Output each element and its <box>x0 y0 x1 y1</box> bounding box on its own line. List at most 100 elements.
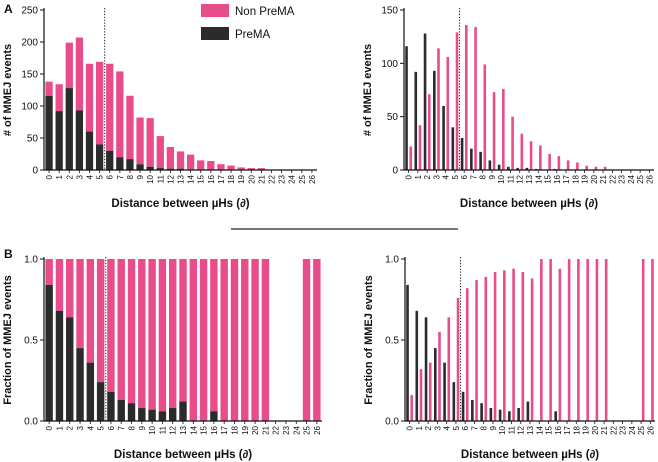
y-axis-title: Fraction of MMEJ events <box>363 275 375 405</box>
bar-prema <box>158 411 167 421</box>
bar-non-prema <box>455 32 459 171</box>
bar-prema <box>423 33 427 170</box>
x-tick-label: 25 <box>298 174 307 183</box>
bar-prema <box>65 88 73 170</box>
x-tick-label: 7 <box>469 174 478 179</box>
chart-B-right: 0.00.51.00 1 2 3 4 5 6 7 8 9 10 11 12 13 14 15 16 17 18 19 2… <box>363 255 655 462</box>
bar-non-prema <box>594 166 598 170</box>
bar-prema <box>414 71 418 170</box>
x-tick-label: 2 <box>423 174 432 179</box>
bar-non-prema <box>55 84 63 112</box>
bar-non-prema <box>227 165 235 170</box>
bar-non-prema <box>603 166 607 170</box>
bar-non-prema <box>437 48 440 170</box>
x-tick-label: 20 <box>251 425 260 434</box>
x-tick-label: 2 <box>65 174 74 179</box>
bar-prema <box>138 408 146 421</box>
y-tick-label: 150 <box>381 6 398 17</box>
x-tick-label: 7 <box>470 425 479 430</box>
x-tick-label: 1 <box>414 174 423 179</box>
x-tick-label: 23 <box>618 174 627 183</box>
x-tick-label: 23 <box>282 425 291 434</box>
bar-non-prema <box>247 168 255 170</box>
x-tick-label: 6 <box>460 174 469 179</box>
x-tick-label: 26 <box>313 425 322 434</box>
x-axis-title: Distance between µHs (∂) <box>461 449 599 461</box>
legend-swatch-prema <box>201 27 229 40</box>
bar-prema <box>406 284 409 421</box>
x-tick-label: 10 <box>146 174 155 183</box>
bar-prema <box>86 362 95 421</box>
bar-prema <box>498 409 502 421</box>
bar-non-prema <box>410 395 414 421</box>
bar-non-prema <box>503 270 506 421</box>
bar-non-prema <box>199 259 208 421</box>
bar-non-prema <box>475 280 478 421</box>
bar-non-prema <box>207 161 215 170</box>
x-tick-label: 3 <box>432 174 441 179</box>
x-tick-label: 19 <box>581 174 590 183</box>
x-tick-label: 14 <box>189 425 198 434</box>
bar-non-prema <box>217 164 225 170</box>
bar-non-prema <box>438 331 441 421</box>
bar-non-prema <box>158 259 167 412</box>
bar-non-prema <box>511 116 514 170</box>
bar-prema <box>117 399 125 421</box>
bar-prema <box>55 310 64 421</box>
x-tick-label: 18 <box>571 174 580 183</box>
x-tick-label: 26 <box>645 174 654 183</box>
y-tick-label: 0.0 <box>24 417 38 428</box>
bar-non-prema <box>576 162 579 170</box>
bar-non-prema <box>539 145 542 170</box>
x-tick-label: 9 <box>489 425 498 430</box>
x-tick-label: 6 <box>107 425 116 430</box>
bar-prema <box>45 284 53 421</box>
bar-non-prema <box>197 160 205 170</box>
x-axis-title: Distance between µHs (∂) <box>111 198 249 210</box>
x-tick-label: 11 <box>156 174 165 183</box>
x-axis-title: Distance between µHs (∂) <box>114 449 252 461</box>
x-tick-label: 17 <box>217 174 226 183</box>
bar-non-prema <box>302 259 311 421</box>
bar-prema <box>55 111 63 170</box>
x-tick-label: 13 <box>526 425 535 434</box>
bar-non-prema <box>237 167 245 170</box>
bar-non-prema <box>210 259 218 412</box>
bar-non-prema <box>641 259 645 421</box>
bar-non-prema <box>86 259 95 363</box>
bar-non-prema <box>138 259 146 409</box>
x-tick-label: 8 <box>126 174 135 179</box>
bar-prema <box>525 167 529 170</box>
bar-prema <box>471 399 474 421</box>
bar-non-prema <box>176 151 185 169</box>
bar-prema <box>179 401 187 421</box>
x-tick-label: 16 <box>210 425 219 434</box>
bar-non-prema <box>251 259 259 421</box>
bar-non-prema <box>65 42 73 89</box>
x-tick-label: 22 <box>609 425 618 434</box>
x-tick-label: 5 <box>97 425 106 430</box>
x-tick-label: 10 <box>498 425 507 434</box>
y-tick-label: 100 <box>381 59 398 70</box>
bar-non-prema <box>409 146 413 170</box>
bar-non-prema <box>521 271 525 421</box>
x-tick-label: 4 <box>442 174 451 179</box>
x-tick-label: 0 <box>405 174 414 179</box>
bar-prema <box>442 106 445 170</box>
bar-non-prema <box>456 297 460 421</box>
bar-non-prema <box>577 259 580 421</box>
bar-non-prema <box>446 56 450 170</box>
bar-non-prema <box>75 37 84 111</box>
x-tick-label: 18 <box>227 174 236 183</box>
x-tick-label: 25 <box>637 425 646 434</box>
x-tick-label: 26 <box>646 425 655 434</box>
x-tick-label: 20 <box>590 174 599 183</box>
x-tick-label: 11 <box>507 425 516 434</box>
bar-non-prema <box>549 259 552 421</box>
bar-prema <box>497 164 501 170</box>
x-tick-label: 17 <box>563 425 572 434</box>
bar-prema <box>96 382 105 421</box>
bar-non-prema <box>55 259 64 311</box>
x-tick-label: 5 <box>96 174 105 179</box>
